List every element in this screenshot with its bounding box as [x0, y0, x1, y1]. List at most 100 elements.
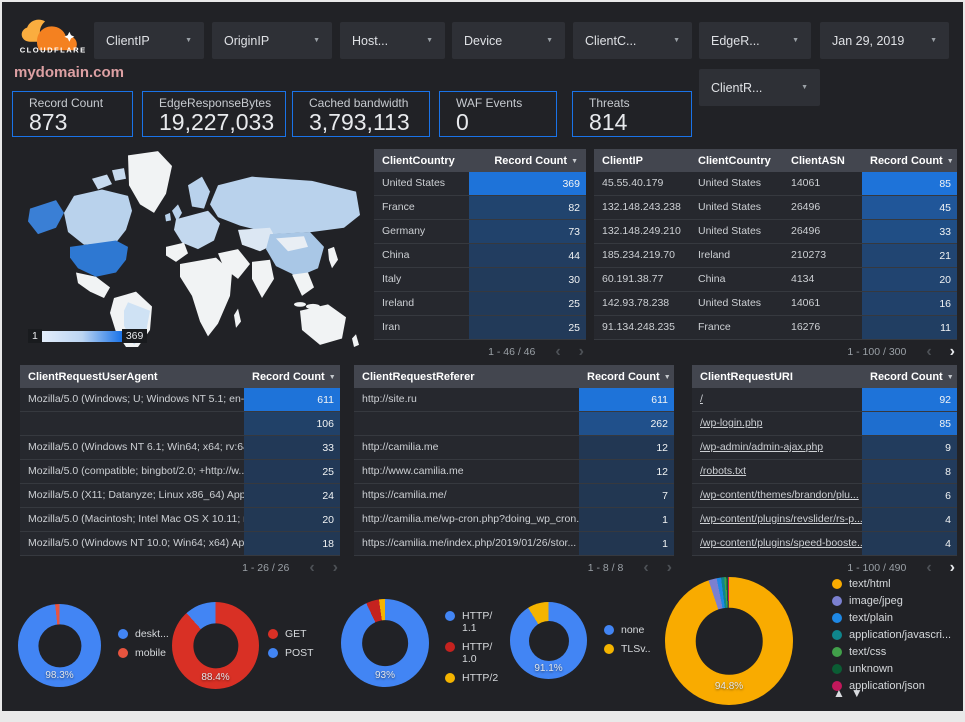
legend-scroll-down-icon[interactable]: ▼ — [850, 686, 863, 700]
legend-dot-icon — [832, 579, 842, 589]
pagination-next-icon[interactable]: › — [949, 343, 955, 360]
donut-ring[interactable]: 93% — [341, 599, 429, 687]
filter-chip-label: EdgeR... — [711, 33, 760, 48]
table-cell: 26496 — [791, 225, 821, 237]
pagination-label: 1 - 26 / 26 — [242, 562, 290, 574]
table-cell-link[interactable]: /wp-content/plugins/revslider/rs-p... — [700, 513, 862, 525]
legend-item-none[interactable]: none — [604, 624, 651, 636]
legend-item-label: GET — [285, 628, 307, 640]
table-cell-link[interactable]: / — [700, 393, 703, 405]
legend-item-tlsv[interactable]: TLSv.. — [604, 643, 651, 655]
filter-chip-edger[interactable]: EdgeR... ▼ — [699, 22, 811, 59]
table-cell-link[interactable]: /wp-content/plugins/speed-booste... — [700, 537, 862, 549]
legend-item-unknown[interactable]: unknown — [832, 663, 951, 675]
filter-chip-clientr[interactable]: ClientR... ▼ — [699, 69, 820, 106]
column-header-clientcountry[interactable]: ClientCountry — [374, 155, 469, 167]
table-cell: https://camilia.me/index.php/2019/01/26/… — [362, 537, 577, 549]
table-cell-link[interactable]: /wp-admin/admin-ajax.php — [700, 441, 824, 453]
scorecard-cached-bandwidth: Cached bandwidth 3,793,113 — [292, 91, 430, 137]
record-count-bar-cell: 44 — [469, 244, 586, 267]
legend-dot-icon — [604, 644, 614, 654]
donut-http-method[interactable]: 88.4% — [172, 602, 259, 689]
legend-item-text-css[interactable]: text/css — [832, 646, 951, 658]
column-header-record-count[interactable]: Record Count ▼ — [244, 371, 340, 383]
table-cell: 132.148.249.210 — [602, 225, 681, 237]
legend-item-label: application/json — [849, 680, 925, 692]
column-header-record-count[interactable]: Record Count ▼ — [862, 155, 957, 167]
legend-item-application-javascri[interactable]: application/javascri... — [832, 629, 951, 641]
filter-chip-clientip[interactable]: ClientIP ▼ — [94, 22, 204, 59]
record-count-bar-cell: 1 — [579, 532, 674, 555]
table-pagination: 1 - 8 / 8 ‹ › — [354, 560, 674, 576]
world-map-graphic[interactable] — [12, 149, 370, 347]
column-header-clientrequestuseragent[interactable]: ClientRequestUserAgent — [20, 371, 244, 383]
table-client-country: ClientCountry Record Count ▼ United States 3… — [374, 149, 586, 360]
cloudflare-logo-text: CLOUDFLARE — [20, 45, 87, 54]
record-count-bar-cell: 12 — [579, 436, 674, 459]
filter-chip-device[interactable]: Device ▼ — [452, 22, 565, 59]
legend-dot-icon — [445, 611, 455, 621]
column-header-record-count[interactable]: Record Count ▼ — [862, 371, 957, 383]
page-title: mydomain.com — [14, 64, 125, 81]
map-legend-min: 1 — [28, 329, 42, 343]
legend-item-http-2[interactable]: HTTP/2 — [445, 672, 500, 684]
legend-item-post[interactable]: POST — [268, 647, 314, 659]
pagination-label: 1 - 100 / 490 — [847, 562, 907, 574]
legend-item-image-jpeg[interactable]: image/jpeg — [832, 595, 951, 607]
filter-chip-label: ClientC... — [585, 33, 637, 48]
table-row: /wp-login.php 85 — [692, 412, 957, 436]
cloudflare-logo-icon: CLOUDFLARE — [20, 19, 87, 54]
column-header-clientrequestreferer[interactable]: ClientRequestReferer — [354, 371, 579, 383]
legend-item-text-html[interactable]: text/html — [832, 578, 951, 590]
column-header-record-count[interactable]: Record Count ▼ — [579, 371, 674, 383]
donut-ring[interactable]: 88.4% — [172, 602, 259, 689]
filter-chip-jan-29-2019[interactable]: Jan 29, 2019 ▼ — [820, 22, 949, 59]
chevron-down-icon: ▼ — [185, 37, 192, 44]
legend-item-deskt[interactable]: deskt... — [118, 628, 169, 640]
pagination-prev-icon: ‹ — [926, 343, 932, 360]
column-header-record-count[interactable]: Record Count ▼ — [469, 155, 586, 167]
donut-ring[interactable]: 91.1% — [510, 602, 587, 679]
donut-tls-version[interactable]: 91.1% — [510, 602, 587, 679]
record-count-bar-cell: 106 — [244, 412, 340, 435]
donut-ring[interactable]: 94.8% — [665, 577, 793, 705]
legend-item-text-plain[interactable]: text/plain — [832, 612, 951, 624]
table-cell: 4134 — [791, 273, 815, 285]
column-header-label: ClientCountry — [382, 154, 455, 167]
donut-http-protocol[interactable]: 93% — [341, 599, 429, 687]
map-color-legend: 1 369 — [28, 329, 148, 343]
chevron-down-icon: ▼ — [313, 37, 320, 44]
column-header-clientasn[interactable]: ClientASN — [783, 155, 862, 167]
legend-item-get[interactable]: GET — [268, 628, 314, 640]
legend-scroll-up-icon[interactable]: ▲ — [833, 686, 845, 700]
column-header-clientrequesturi[interactable]: ClientRequestURI — [692, 371, 862, 383]
table-pagination: 1 - 100 / 300 ‹ › — [594, 343, 957, 360]
filter-chip-host[interactable]: Host... ▼ — [340, 22, 445, 59]
donut-ring[interactable]: 98.3% — [18, 604, 101, 687]
table-row: http://camilia.me/wp-cron.php?doing_wp_c… — [354, 508, 674, 532]
column-header-clientip[interactable]: ClientIP — [594, 155, 690, 167]
legend-item-application-json[interactable]: application/json — [832, 680, 951, 692]
filter-chip-label: ClientIP — [106, 33, 150, 48]
legend-item-http-1-1[interactable]: HTTP/1.1 — [445, 610, 500, 634]
filter-chip-clientc[interactable]: ClientC... ▼ — [573, 22, 692, 59]
legend-dot-icon — [832, 664, 842, 674]
table-cell-link[interactable]: /robots.txt — [700, 465, 747, 477]
pagination-label: 1 - 46 / 46 — [488, 346, 536, 358]
donut-device-type[interactable]: 98.3% — [18, 604, 101, 687]
table-cell: http://camilia.me/wp-cron.php?doing_wp_c… — [362, 513, 579, 525]
pagination-next-icon[interactable]: › — [949, 559, 955, 576]
filter-chip-originip[interactable]: OriginIP ▼ — [212, 22, 332, 59]
table-row: 262 — [354, 412, 674, 436]
column-header-clientcountry[interactable]: ClientCountry — [690, 155, 783, 167]
table-row: Mozilla/5.0 (Macintosh; Intel Mac OS X 1… — [20, 508, 340, 532]
legend-dot-icon — [445, 642, 455, 652]
donut-content-type[interactable]: 94.8% — [665, 577, 793, 705]
table-cell-link[interactable]: /wp-login.php — [700, 417, 763, 429]
table-row: https://camilia.me/7 — [354, 484, 674, 508]
legend-item-http-1-0[interactable]: HTTP/1.0 — [445, 641, 500, 665]
geo-map[interactable]: 1 369 — [12, 149, 370, 347]
table-cell-link[interactable]: /wp-content/themes/brandon/plu... — [700, 489, 859, 501]
legend-item-mobile[interactable]: mobile — [118, 647, 169, 659]
